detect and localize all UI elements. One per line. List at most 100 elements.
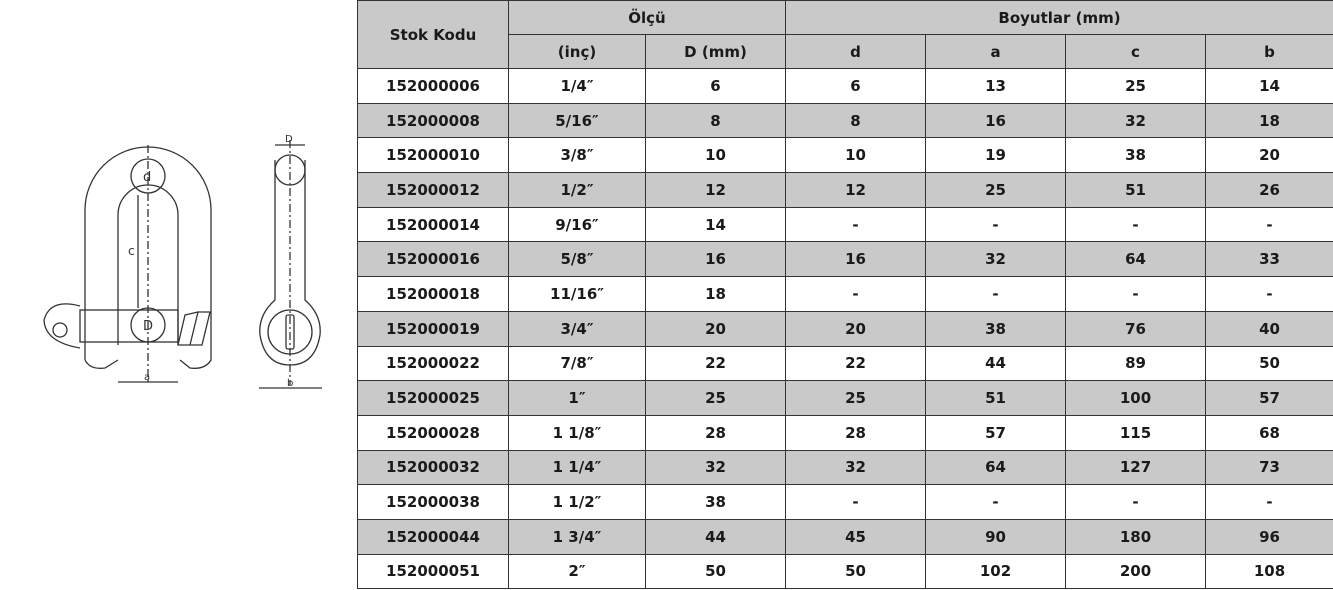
label-c: c: [128, 244, 135, 258]
cell-a: 44: [925, 345, 1066, 382]
cell-c: 127: [1065, 449, 1206, 486]
cell-stock-code: 152000016: [357, 241, 509, 278]
cell-stock-code: 152000018: [357, 276, 509, 312]
cell-stock-code: 152000044: [357, 518, 509, 555]
shackle-front-view: d c D a: [43, 145, 212, 383]
cell-c: 38: [1065, 137, 1206, 174]
cell-inch: 11/16″: [508, 276, 646, 312]
cell-D-mm: 32: [645, 449, 786, 486]
cell-stock-code: 152000051: [357, 553, 509, 590]
shackle-side-view: D b: [259, 134, 322, 389]
table-row: 152000022 7/8″ 22 22 44 89 50: [357, 345, 1333, 382]
cell-b: -: [1204, 484, 1333, 520]
cell-b: 108: [1204, 553, 1333, 590]
table-row: 152000006 1/4″ 6 6 13 25 14: [357, 68, 1333, 104]
cell-b: 26: [1204, 172, 1333, 208]
table-row: 152000028 1 1/8″ 28 28 57 115 68: [357, 414, 1333, 451]
cell-D-mm: 12: [645, 172, 786, 208]
cell-b: 68: [1204, 414, 1333, 451]
cell-D-mm: 8: [645, 102, 786, 139]
shackle-size-table: Stok Kodu Ölçü Boyutlar (mm) (inç) D (mm…: [357, 0, 1333, 590]
cell-stock-code: 152000032: [357, 449, 509, 486]
table-row: 152000032 1 1/4″ 32 32 64 127 73: [357, 449, 1333, 486]
cell-a: 25: [925, 172, 1066, 208]
cell-inch: 9/16″: [508, 206, 646, 243]
cell-D-mm: 10: [645, 137, 786, 174]
cell-stock-code: 152000019: [357, 310, 509, 347]
header-stock-code: Stok Kodu: [357, 0, 509, 69]
cell-c: 180: [1065, 518, 1206, 555]
cell-d: 12: [785, 172, 926, 208]
table-row: 152000016 5/8″ 16 16 32 64 33: [357, 241, 1333, 278]
label-D-side: D: [285, 134, 293, 145]
cell-c: 76: [1065, 310, 1206, 347]
cell-D-mm: 16: [645, 241, 786, 278]
table-row: 152000014 9/16″ 14- - - -: [357, 206, 1333, 243]
cell-a: 32: [925, 241, 1066, 278]
cell-d: 10: [785, 137, 926, 174]
cell-d: -: [785, 276, 926, 312]
header-D-mm: D (mm): [645, 34, 786, 69]
cell-d: 22: [785, 345, 926, 382]
cell-d: 6: [785, 68, 926, 104]
cell-inch: 1 1/8″: [508, 414, 646, 451]
cell-stock-code: 152000010: [357, 137, 509, 174]
cell-a: -: [925, 484, 1066, 520]
cell-D-mm: 6: [645, 68, 786, 104]
label-D: D: [143, 319, 153, 334]
cell-inch: 1 3/4″: [508, 518, 646, 555]
cell-stock-code: 152000012: [357, 172, 509, 208]
cell-stock-code: 152000014: [357, 206, 509, 243]
header-a: a: [925, 34, 1066, 69]
cell-a: 102: [925, 553, 1066, 590]
cell-c: 32: [1065, 102, 1206, 139]
cell-a: -: [925, 276, 1066, 312]
cell-D-mm: 28: [645, 414, 786, 451]
cell-stock-code: 152000008: [357, 102, 509, 139]
table-row: 152000012 1/2″ 12 12 25 51 26: [357, 172, 1333, 208]
header-size-group: Ölçü: [508, 0, 786, 35]
cell-d: 16: [785, 241, 926, 278]
cell-d: -: [785, 206, 926, 243]
cell-b: 50: [1204, 345, 1333, 382]
cell-b: -: [1204, 206, 1333, 243]
cell-d: 25: [785, 380, 926, 416]
cell-a: 19: [925, 137, 1066, 174]
table-row: 152000018 11/16″ 18- - - -: [357, 276, 1333, 312]
table-row: 152000051 2″ 50 50 102 200 108: [357, 553, 1333, 590]
cell-D-mm: 25: [645, 380, 786, 416]
cell-d: 32: [785, 449, 926, 486]
cell-D-mm: 20: [645, 310, 786, 347]
cell-inch: 5/16″: [508, 102, 646, 139]
table-row: 152000044 1 3/4″ 44 45 90 180 96: [357, 518, 1333, 555]
cell-c: -: [1065, 276, 1206, 312]
cell-a: 90: [925, 518, 1066, 555]
cell-stock-code: 152000006: [357, 68, 509, 104]
cell-d: 45: [785, 518, 926, 555]
cell-inch: 1 1/2″: [508, 484, 646, 520]
cell-d: 8: [785, 102, 926, 139]
cell-d: 28: [785, 414, 926, 451]
cell-d: -: [785, 484, 926, 520]
cell-stock-code: 152000022: [357, 345, 509, 382]
cell-c: -: [1065, 206, 1206, 243]
cell-c: 25: [1065, 68, 1206, 104]
cell-inch: 2″: [508, 553, 646, 590]
cell-c: 64: [1065, 241, 1206, 278]
cell-a: 38: [925, 310, 1066, 347]
cell-a: 16: [925, 102, 1066, 139]
cell-b: 14: [1204, 68, 1333, 104]
cell-a: 57: [925, 414, 1066, 451]
table-row: 152000010 3/8″ 10 10 19 38 20: [357, 137, 1333, 174]
cell-a: 13: [925, 68, 1066, 104]
cell-D-mm: 18: [645, 276, 786, 312]
cell-c: -: [1065, 484, 1206, 520]
cell-b: 73: [1204, 449, 1333, 486]
cell-D-mm: 38: [645, 484, 786, 520]
cell-inch: 1″: [508, 380, 646, 416]
cell-D-mm: 22: [645, 345, 786, 382]
cell-D-mm: 44: [645, 518, 786, 555]
cell-c: 200: [1065, 553, 1206, 590]
cell-b: -: [1204, 276, 1333, 312]
cell-a: 51: [925, 380, 1066, 416]
